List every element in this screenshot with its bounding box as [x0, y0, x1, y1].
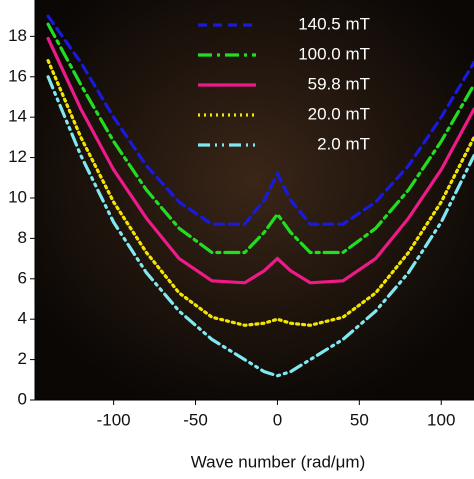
x-tick-label: 100	[427, 410, 455, 429]
series-line	[46, 14, 474, 226]
plot-background	[35, 0, 474, 400]
legend-label: 20.0 mT	[308, 104, 370, 123]
series-line	[46, 59, 474, 327]
x-axis-label: Wave number (rad/μm)	[191, 452, 365, 471]
x-tick-label: -50	[183, 410, 208, 429]
series-line	[46, 22, 474, 255]
series-line	[46, 36, 474, 285]
y-tick-label: 10	[8, 187, 27, 206]
x-tick-label: -100	[97, 410, 131, 429]
y-tick-label: 12	[8, 147, 27, 166]
y-tick-label: 6	[18, 268, 27, 287]
legend-label: 100.0 mT	[298, 44, 370, 63]
y-tick-label: 16	[8, 66, 27, 85]
legend-label: 2.0 mT	[317, 134, 370, 153]
y-tick-label: 2	[18, 349, 27, 368]
x-tick-label: 0	[273, 410, 282, 429]
y-tick-label: 14	[8, 107, 27, 126]
y-tick-label: 4	[18, 309, 27, 328]
x-tick-label: 50	[350, 410, 369, 429]
y-tick-label: 0	[18, 389, 27, 408]
y-tick-label: 8	[18, 228, 27, 247]
legend-label: 140.5 mT	[298, 14, 370, 33]
series-line	[46, 75, 474, 378]
y-tick-label: 18	[8, 26, 27, 45]
legend-label: 59.8 mT	[308, 74, 370, 93]
